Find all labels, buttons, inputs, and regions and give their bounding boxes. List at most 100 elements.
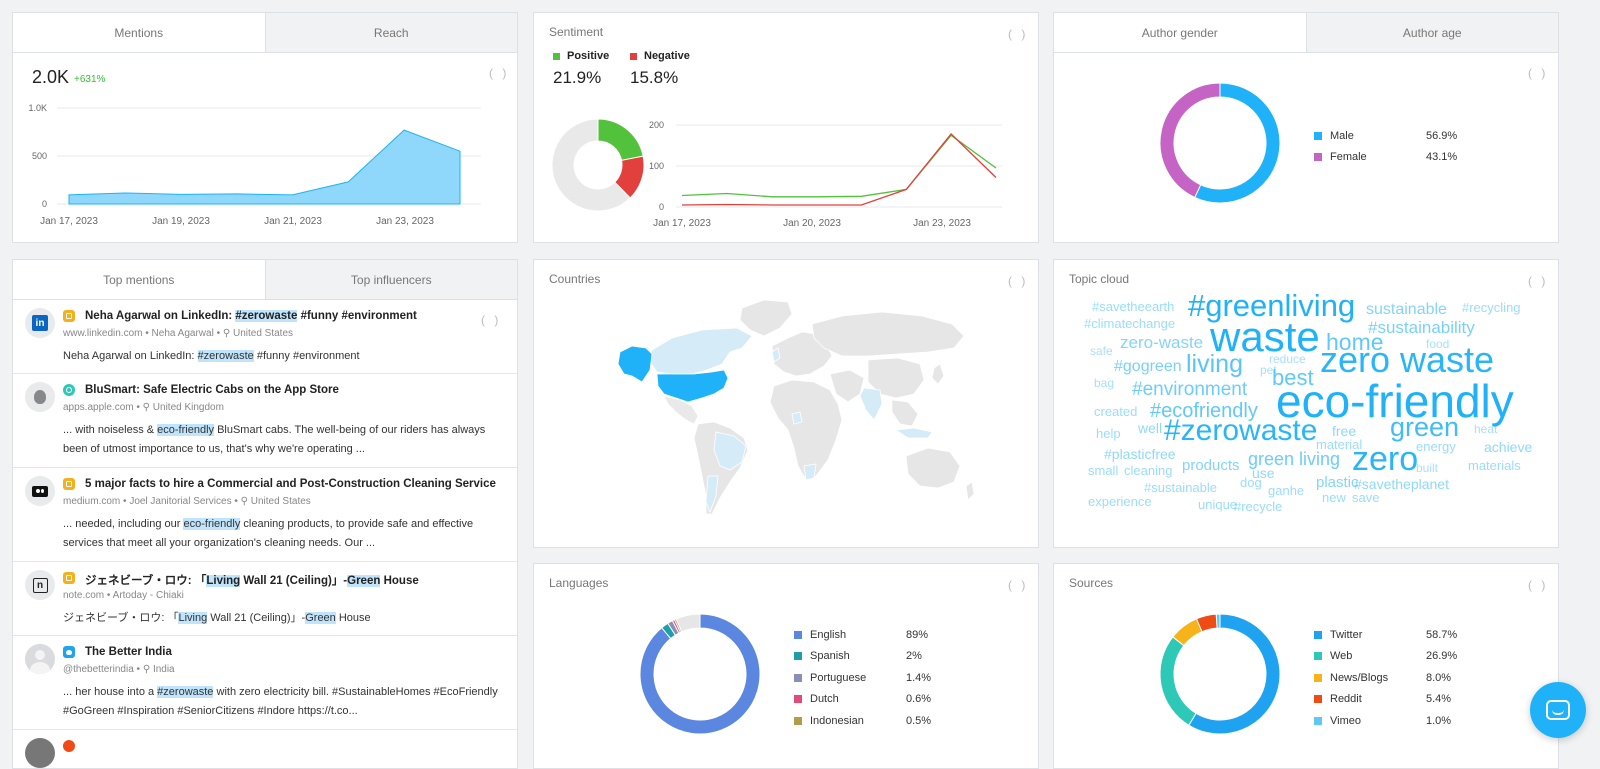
canada-region[interactable] [649, 327, 753, 375]
other-slice[interactable] [675, 613, 701, 633]
mention-domain[interactable]: www.linkedin.com [63, 328, 143, 339]
topic-word[interactable]: zero [1352, 440, 1419, 478]
expand-icon[interactable]: ( ) [1528, 66, 1549, 80]
topic-word[interactable]: heat [1474, 422, 1498, 436]
topic-word[interactable]: energy [1416, 439, 1456, 454]
topic-word[interactable]: plastic [1316, 474, 1359, 491]
topic-word[interactable]: sustainable [1366, 301, 1447, 318]
new-zealand-region[interactable] [965, 481, 975, 501]
brazil-region[interactable] [713, 431, 747, 471]
topic-word[interactable]: best [1272, 365, 1314, 390]
topic-word[interactable]: zero waste [1320, 339, 1495, 380]
se-asia-region[interactable] [891, 399, 919, 427]
topic-word[interactable]: #ecofriendly [1150, 400, 1258, 422]
russia-region[interactable] [811, 311, 965, 357]
south-africa-region[interactable] [803, 463, 817, 481]
topic-word[interactable]: food [1426, 337, 1450, 351]
europe-region[interactable] [771, 331, 833, 377]
mention-title[interactable]: Neha Agarwal on LinkedIn: #zerowaste #fu… [85, 310, 417, 322]
indonesia-region[interactable] [894, 427, 933, 439]
tab-mentions[interactable]: Mentions [13, 13, 265, 52]
topic-word[interactable]: #gogreen [1114, 358, 1182, 375]
topic-word[interactable]: pet [1260, 363, 1277, 377]
vimeo-slice[interactable] [1215, 613, 1221, 629]
topic-word[interactable]: materials [1468, 458, 1521, 473]
africa-region[interactable] [769, 379, 843, 481]
topic-word[interactable]: dog [1240, 475, 1262, 490]
mention-domain[interactable]: apps.apple.com [63, 402, 134, 413]
web-slice[interactable] [1159, 636, 1197, 726]
tab-author-gender[interactable]: Author gender [1054, 13, 1306, 52]
topic-word[interactable]: #greenliving [1188, 288, 1356, 323]
topic-word[interactable]: save [1352, 490, 1380, 505]
india-region[interactable] [859, 387, 883, 421]
world-map[interactable] [602, 290, 982, 530]
topic-word[interactable]: small [1088, 463, 1119, 478]
mention-title[interactable]: BluSmart: Safe Electric Cabs on the App … [85, 384, 339, 396]
china-region[interactable] [867, 357, 925, 399]
expand-icon[interactable]: ( ) [1528, 578, 1549, 592]
topic-word[interactable]: cleaning [1124, 463, 1173, 478]
list-item[interactable]: 5 major facts to hire a Commercial and P… [13, 468, 517, 562]
topic-word[interactable]: green [1390, 412, 1460, 442]
topic-word[interactable]: home [1326, 329, 1384, 355]
expand-icon[interactable]: ( ) [1008, 27, 1029, 41]
tab-top-mentions[interactable]: Top mentions [13, 260, 265, 299]
topic-word[interactable]: #recycle [1234, 499, 1283, 514]
mention-domain[interactable]: medium.com [63, 496, 121, 507]
mention-domain[interactable]: note.com [63, 590, 105, 601]
middle-east-region[interactable] [829, 369, 865, 403]
female-slice[interactable] [1159, 82, 1221, 199]
mention-author[interactable]: Artoday - Chiaki [112, 590, 184, 601]
english-slice[interactable] [639, 613, 761, 735]
topic-word[interactable]: products [1182, 457, 1240, 474]
male-slice[interactable] [1194, 82, 1281, 204]
topic-word[interactable]: help [1096, 426, 1121, 441]
list-item[interactable]: BluSmart: Safe Electric Cabs on the App … [13, 374, 517, 468]
topic-word[interactable]: #plasticfree [1104, 446, 1176, 462]
usa-region[interactable] [656, 369, 729, 403]
mexico-region[interactable] [663, 395, 699, 425]
topic-word[interactable]: zero-waste [1120, 333, 1204, 352]
expand-icon[interactable]: ( ) [1528, 274, 1549, 288]
topic-word[interactable]: #recycling [1462, 300, 1521, 315]
topic-word[interactable]: bag [1094, 376, 1115, 390]
topic-word[interactable]: material [1316, 437, 1363, 452]
mention-title[interactable]: The Better India [85, 646, 172, 658]
japan-region[interactable] [931, 363, 945, 385]
topic-word[interactable]: well [1138, 420, 1163, 436]
greenland-region[interactable] [739, 299, 793, 337]
topic-word[interactable]: green living [1248, 449, 1341, 469]
topic-word[interactable]: waste [1210, 313, 1320, 360]
list-item[interactable]: in Neha Agarwal on LinkedIn: #zerowaste … [13, 300, 517, 374]
topic-word[interactable]: use [1252, 465, 1275, 481]
mention-author[interactable]: Joel Janitorial Services [129, 496, 232, 507]
topic-word[interactable]: #savetheearth [1092, 299, 1175, 314]
list-item[interactable] [13, 730, 517, 768]
topic-word[interactable]: free [1332, 423, 1357, 439]
topic-word[interactable]: #sustainable [1144, 480, 1217, 495]
topic-word[interactable]: reduce [1269, 352, 1306, 366]
list-item[interactable]: n ジェネビーブ・ロウ: 「Living Wall 21 (Ceiling)」-… [13, 562, 517, 636]
topic-word[interactable]: achieve [1484, 439, 1533, 455]
mention-title[interactable]: ジェネビーブ・ロウ: 「Living Wall 21 (Ceiling)」-Gr… [85, 575, 419, 587]
topic-word[interactable]: built [1416, 461, 1439, 475]
mention-domain[interactable]: @thebetterindia [63, 664, 134, 675]
topic-word[interactable]: created [1094, 404, 1138, 419]
topic-word[interactable]: experience [1088, 494, 1152, 509]
topic-word[interactable]: #climatechange [1084, 316, 1176, 331]
mention-title[interactable]: 5 major facts to hire a Commercial and P… [85, 478, 496, 490]
uk-region[interactable] [771, 347, 781, 363]
topic-word[interactable]: unique [1198, 497, 1238, 512]
argentina-region[interactable] [705, 475, 719, 514]
positive-slice[interactable] [597, 118, 644, 161]
expand-icon[interactable]: ( ) [481, 313, 502, 327]
topic-word[interactable]: new [1322, 490, 1346, 505]
list-item[interactable]: The Better India @thebetterindia • ⚲ Ind… [13, 636, 517, 730]
topic-word[interactable]: ganhe [1268, 483, 1305, 498]
topic-word[interactable]: #zerowaste [1164, 414, 1318, 447]
neutral-slice[interactable] [551, 118, 631, 212]
tab-reach[interactable]: Reach [264, 13, 517, 52]
australia-region[interactable] [905, 447, 961, 489]
topic-word[interactable]: #environment [1132, 379, 1248, 400]
